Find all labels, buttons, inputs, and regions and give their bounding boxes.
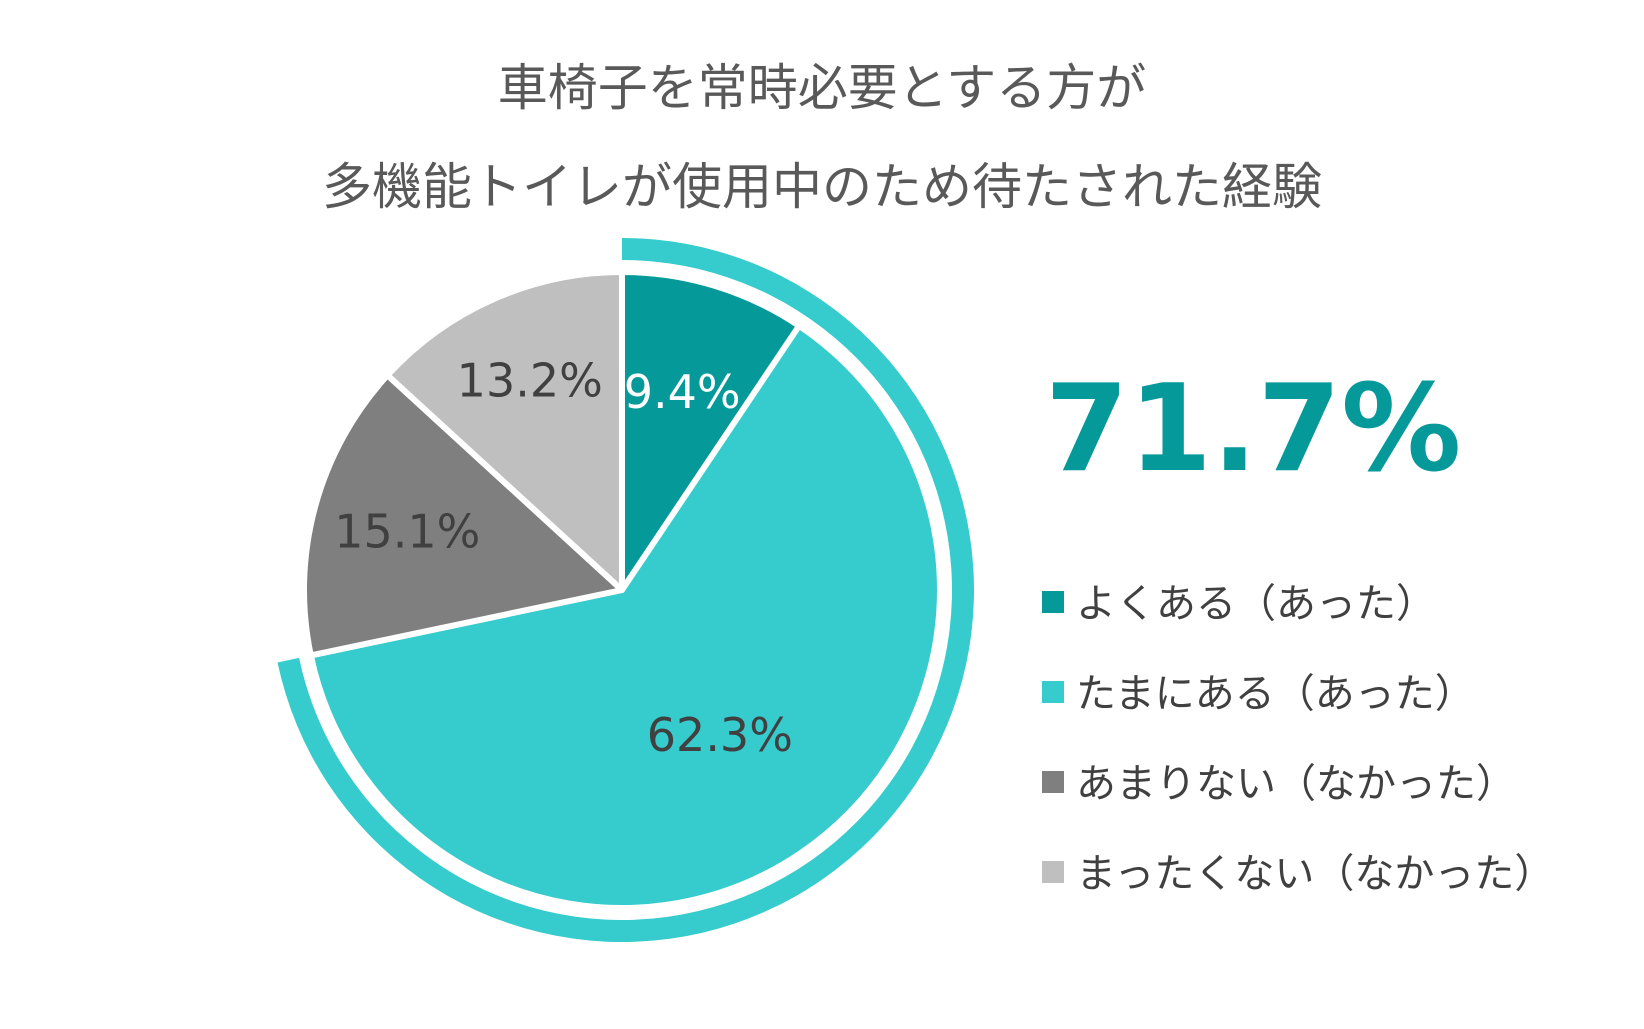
pie-slice-labels: 9.4% 62.3% 15.1% 13.2% [334,353,793,762]
legend-label-4: まったくない（なかった） [1076,851,1554,897]
legend-swatch-2 [1042,681,1064,703]
legend-label-3: あまりない（なかった） [1076,761,1516,807]
chart-title-line-1: 車椅子を常時必要とする方が [498,59,1147,117]
legend-label-1: よくある（あった） [1076,581,1436,627]
legend: よくある（あった） たまにある（あった） あまりない（なかった） まったくない（なかっ… [1042,581,1554,897]
legend-swatch-4 [1042,861,1064,883]
pie-slice-4 [384,269,625,593]
legend-swatch-1 [1042,591,1064,613]
legend-label-2: たまにある（あった） [1076,671,1475,717]
pie-slice-1 [619,269,803,593]
pie-slice-2 [307,322,943,911]
highlight-total-label: 71.7% [1045,360,1461,499]
slice-label-1: 9.4% [624,365,741,419]
slice-label-2: 62.3% [647,708,793,762]
pie-slice-3 [301,372,625,659]
slice-label-3: 15.1% [334,504,480,558]
legend-swatch-3 [1042,771,1064,793]
chart-title-line-2: 多機能トイレが使用中のため待たされた経験 [322,158,1322,216]
pie-slices [301,269,943,911]
slice-label-4: 13.2% [457,353,603,407]
